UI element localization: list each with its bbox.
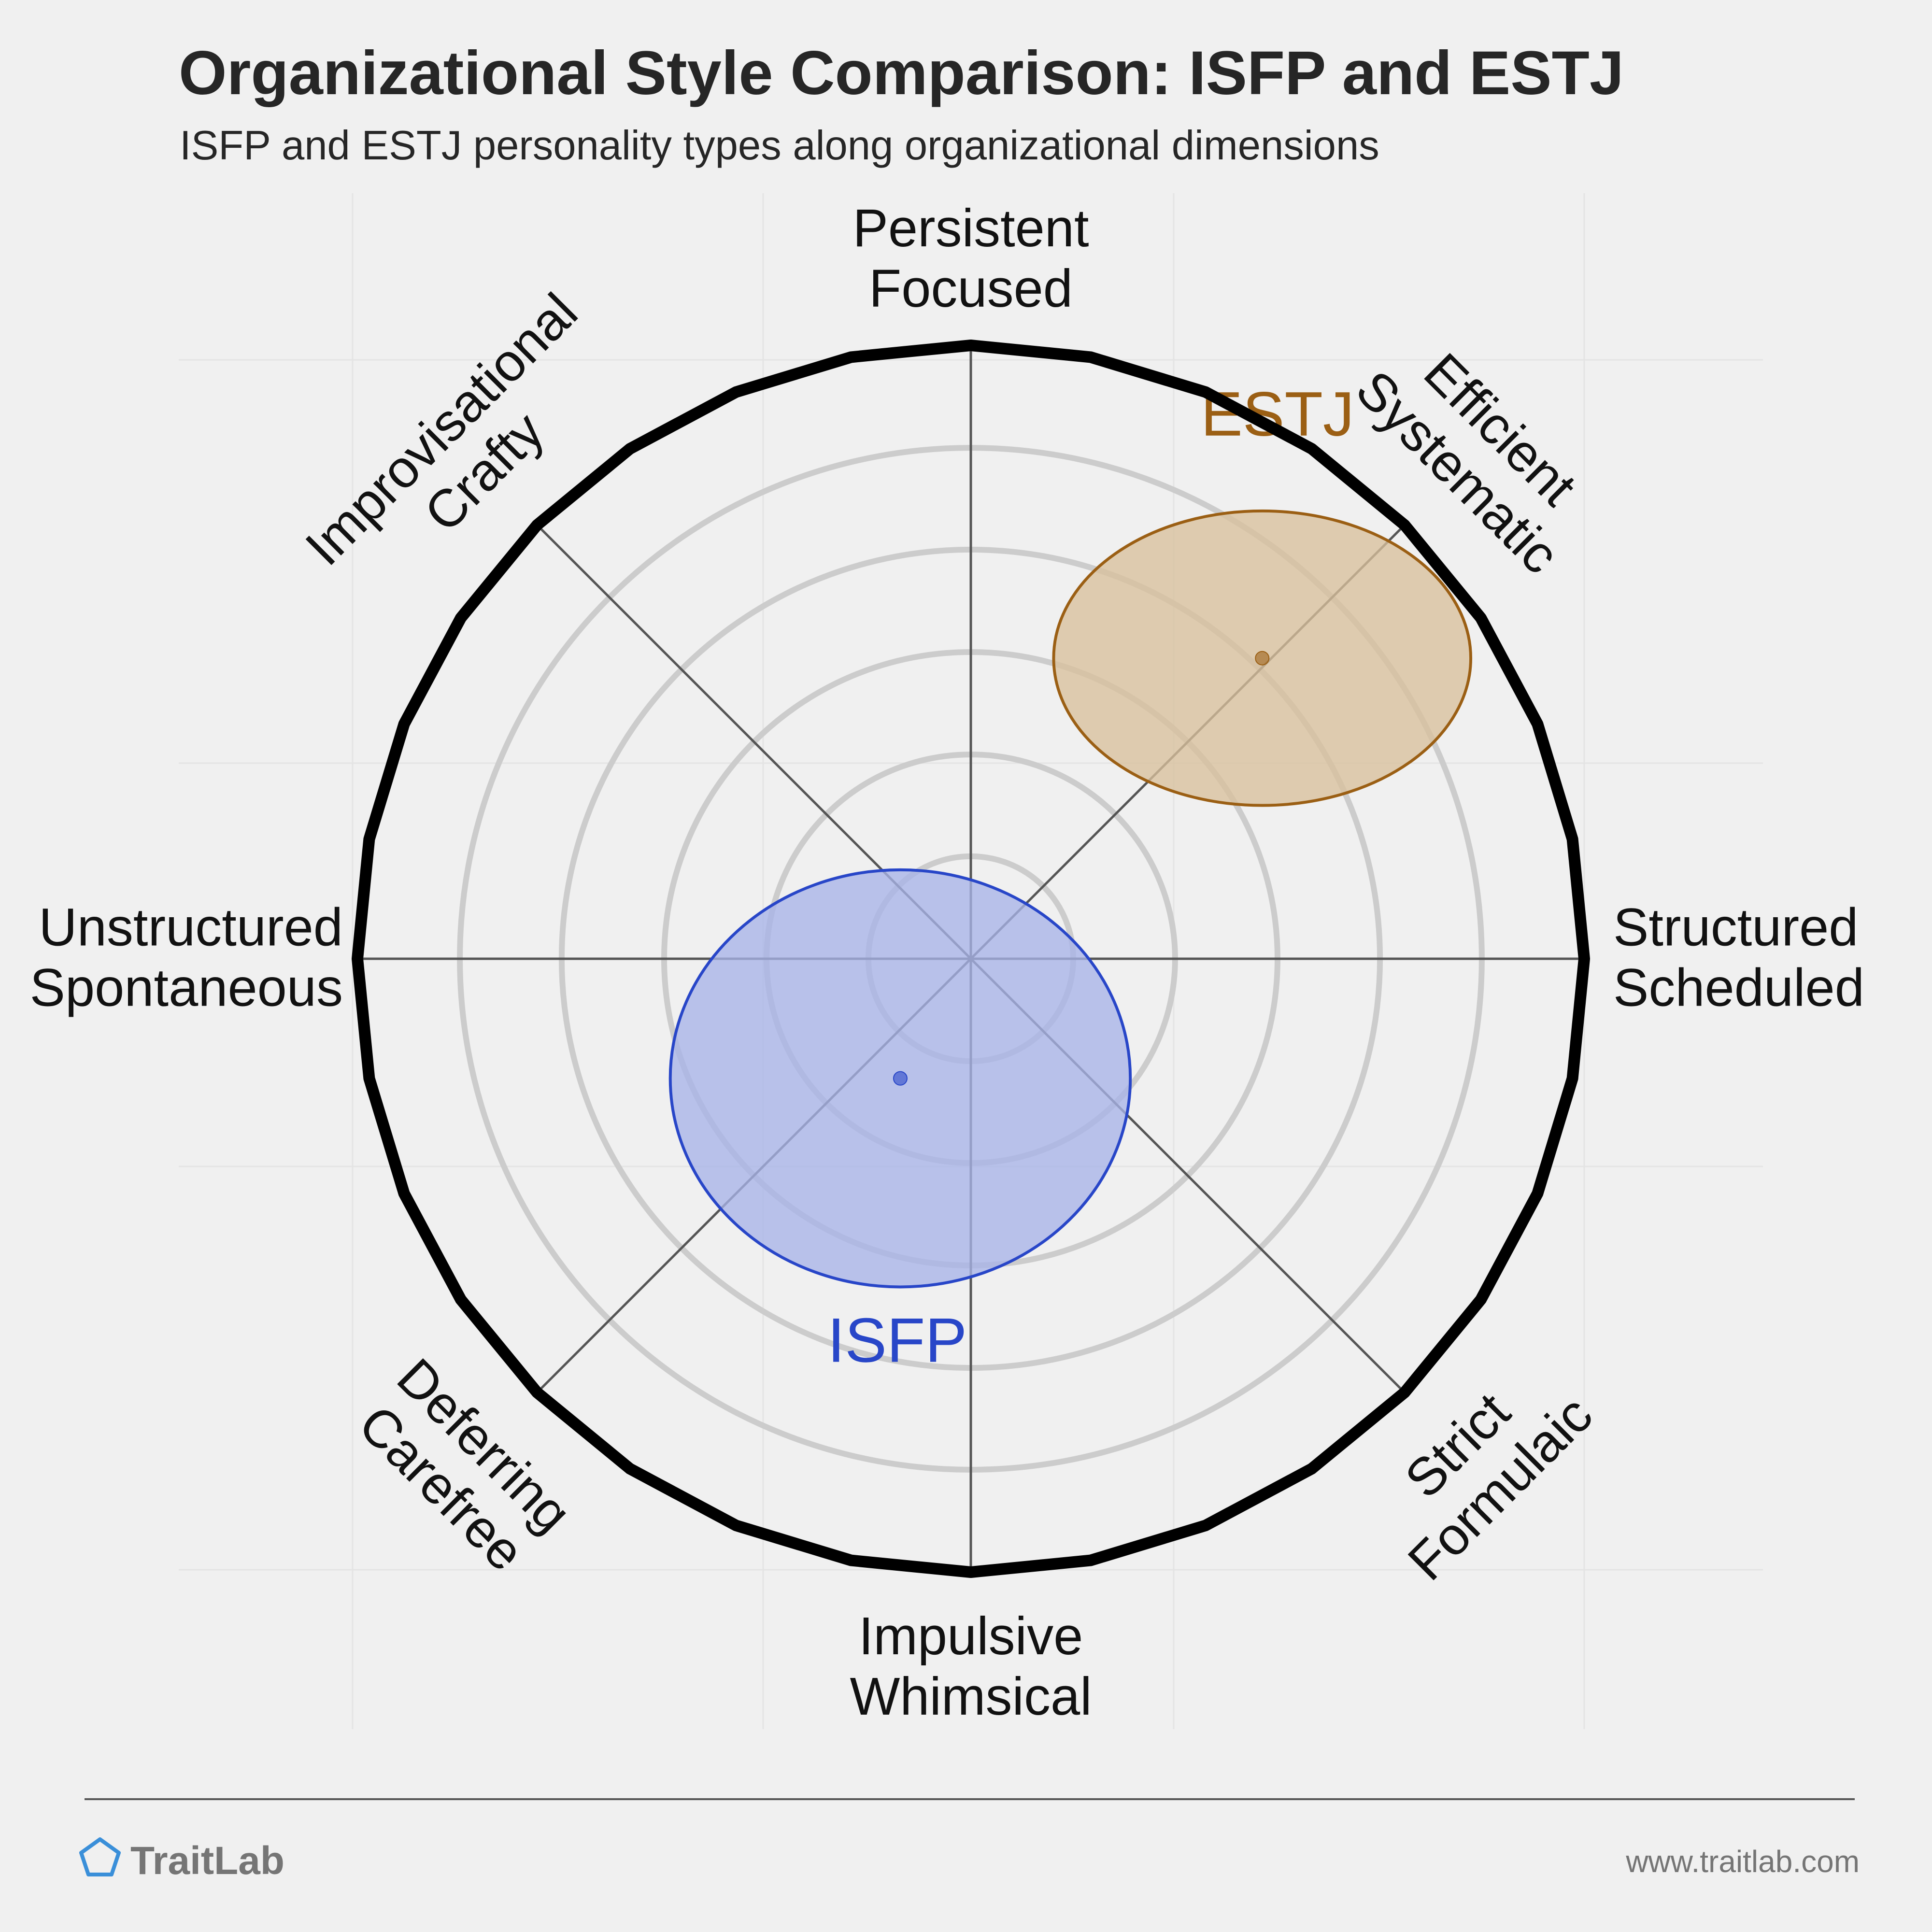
outer-boundary-ring — [352, 340, 1590, 1578]
axis-label-persistent-line-2: Focused — [869, 259, 1073, 318]
outer-boundary — [352, 340, 1590, 1578]
traitlab-logo-icon — [79, 1837, 121, 1876]
axis-label-unstructured-line-1: Unstructured — [39, 898, 343, 957]
axis-label-structured-line-2: Scheduled — [1613, 958, 1864, 1018]
isfp-type-label: ISFP — [827, 1305, 967, 1375]
axis-label-unstructured-line-2: Spontaneous — [30, 958, 343, 1018]
estj-center-point — [1255, 651, 1270, 666]
axis-label-structured-line-1: Structured — [1613, 898, 1858, 957]
axis-label-unstructured: Unstructured Spontaneous — [30, 898, 343, 1018]
chart-subtitle: ISFP and ESTJ personality types along or… — [180, 123, 1379, 169]
brand-name[interactable]: TraitLab — [130, 1839, 284, 1883]
axis-label-impulsive-line-1: Impulsive — [859, 1606, 1083, 1666]
axis-label-persistent-line-1: Persistent — [852, 199, 1089, 258]
axis-label-impulsive-line-2: Whimsical — [850, 1667, 1092, 1726]
chart-title: Organizational Style Comparison: ISFP an… — [179, 39, 1624, 108]
axis-label-impulsive: Impulsive Whimsical — [850, 1606, 1092, 1726]
axis-label-persistent: Persistent Focused — [852, 199, 1089, 318]
series-layer: ISFP ESTJ — [668, 379, 1473, 1375]
axis-label-structured: Structured Scheduled — [1613, 898, 1864, 1018]
estj-type-label: ESTJ — [1201, 379, 1354, 449]
site-url[interactable]: www.traitlab.com — [1625, 1844, 1860, 1879]
isfp-center-point — [893, 1071, 908, 1086]
